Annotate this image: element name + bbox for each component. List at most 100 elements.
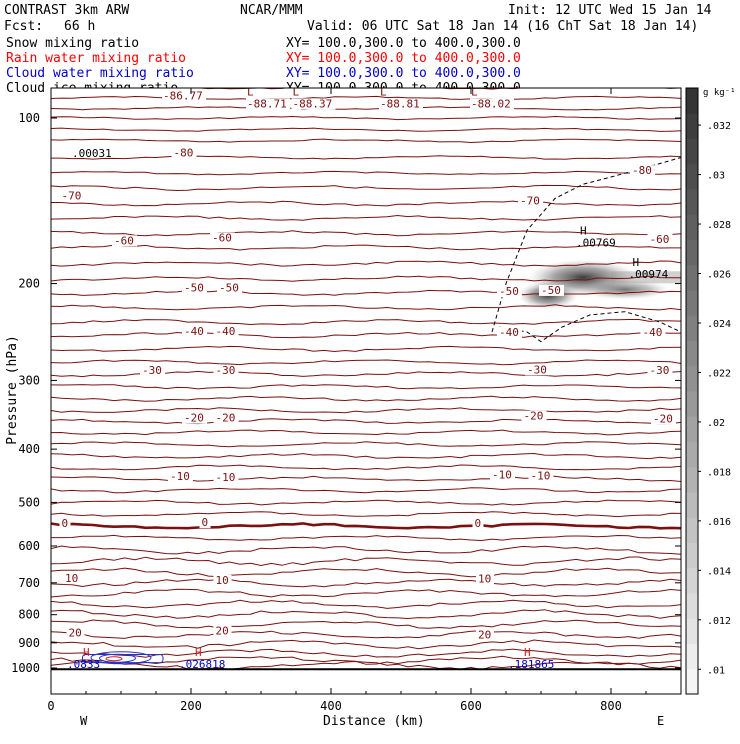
isotherm-line [51, 660, 681, 671]
isotherm-line [51, 599, 681, 609]
y-tick-label: 400 [18, 442, 40, 456]
isotherm-label: -70 [520, 194, 540, 207]
isotherm-label: 20 [69, 627, 82, 640]
colorbar-step [686, 340, 698, 367]
isotherm-label-bg [630, 165, 655, 177]
colorbar-step [686, 517, 698, 543]
isotherm-label: -80 [174, 147, 194, 160]
fcst-value: 66 h [64, 19, 95, 34]
cloud-water-contour [90, 651, 152, 665]
low-value-bg [162, 90, 206, 102]
isotherm-label-bg [182, 412, 207, 424]
y-tick-label: 500 [18, 495, 40, 509]
isotherm-line [51, 487, 681, 494]
isotherm-label-bg [59, 518, 71, 530]
colorbar-tick-label: .022 [707, 368, 731, 379]
isotherm-label-bg [213, 412, 239, 424]
colorbar-frame [685, 87, 699, 695]
isotherm-line [51, 200, 681, 207]
isotherm-label-bg [63, 573, 81, 585]
low-symbol: L [380, 85, 387, 98]
low-value-bg [291, 98, 336, 110]
isotherm-line [51, 115, 681, 121]
isotherm-label: -50 [219, 282, 239, 295]
isotherm-label-bg [476, 629, 494, 641]
isotherm-label: -60 [212, 231, 232, 244]
low-value-bg [470, 98, 514, 110]
legend: Snow mixing ratio XY= 100.0,300.0 to 400.… [6, 36, 521, 96]
colorbar-tick-label: .02 [707, 418, 725, 429]
valid-time: Valid: 06 UTC Sat 18 Jan 14 (16 ChT Sat … [307, 19, 698, 34]
isotherm-line [51, 464, 681, 471]
isotherm-label: -10 [170, 470, 190, 483]
isotherm-label-bg [497, 326, 522, 338]
colorbar-unit: g kg⁻¹ [703, 88, 736, 98]
y-tick-label: 200 [18, 277, 40, 291]
isotherm-label-bg [217, 282, 242, 294]
isotherm-line [51, 630, 681, 639]
isotherm-label-bg [140, 365, 165, 377]
y-tick-label: 900 [18, 636, 40, 650]
isotherm-label-bg [476, 573, 494, 585]
colorbar-step [686, 88, 698, 114]
isotherm-line [51, 655, 681, 665]
y-tick-label: 300 [18, 373, 40, 387]
isotherm-line [51, 275, 681, 282]
contour-labels: -70-80-70-80-60 -60 -60-50 -50 -50 -50-40 -40-… [59, 85, 676, 671]
isotherm-label-bg [528, 470, 554, 482]
isotherm-label: -10 [216, 471, 236, 484]
isotherm-label: -60 [650, 233, 670, 246]
isotherm-label: -30 [216, 364, 236, 377]
isotherm-label-bg [112, 235, 137, 247]
isotherm-label: 10 [216, 574, 229, 587]
isotherm-line [51, 244, 681, 251]
isotherm-label-bg [199, 517, 211, 529]
low-symbol: L [247, 85, 254, 98]
colorbar-tick-label: .01 [707, 665, 725, 676]
isotherm-line [51, 304, 681, 311]
isotherm-line [51, 345, 681, 353]
isotherm-label-bg [213, 625, 232, 637]
isotherm-line [51, 511, 681, 518]
isotherm-label: -40 [643, 326, 663, 339]
isotherm-label-bg [651, 413, 676, 425]
low-value: -88.02 [471, 97, 511, 110]
isotherm-line [51, 418, 681, 425]
isotherm-label: -20 [216, 412, 236, 425]
isotherm-label-bg [210, 232, 235, 244]
colorbar-step [686, 315, 698, 341]
isotherm-line [51, 407, 681, 414]
ice-max-value: .00031 [72, 147, 112, 160]
colorbar-step [686, 391, 698, 417]
isotherm-label-bg [213, 365, 239, 377]
colorbar-step [686, 189, 698, 215]
isotherm-label-bg [539, 284, 564, 296]
low-symbol: L [471, 85, 478, 98]
isotherm-line [51, 106, 681, 111]
colorbar-step [686, 492, 698, 518]
isotherm-line [51, 556, 681, 567]
plot-contents: -70-80-70-80-60 -60 -60-50 -50 -50 -50-40 -40-… [51, 85, 681, 671]
legend-xy: XY= 100.0,300.0 to 400.0,300.0 [286, 36, 521, 51]
isotherm-line [51, 588, 681, 598]
isotherm-label-bg [647, 365, 673, 377]
x-tick-label: 0 [47, 699, 54, 713]
legend-label: Snow mixing ratio [6, 36, 139, 51]
ice-max-symbol: H [580, 225, 587, 238]
isotherm-label-bg [497, 286, 522, 298]
isotherm-line [51, 384, 681, 390]
isotherm-label: -20 [653, 412, 673, 425]
isotherm-line [51, 578, 681, 588]
colorbar-step [686, 138, 698, 165]
model-title: CONTRAST 3km ARW [4, 3, 129, 18]
isotherm-label: -30 [527, 363, 547, 376]
colorbar-step [686, 567, 698, 594]
isotherm-line [51, 319, 681, 326]
isotherm-label: -40 [499, 326, 519, 339]
colorbar-tick-label: .032 [707, 121, 731, 132]
colorbar-tick-label: .014 [707, 566, 731, 577]
isotherm-line [51, 184, 681, 192]
isotherm-label-bg [472, 518, 484, 530]
isotherm-line [51, 452, 681, 460]
